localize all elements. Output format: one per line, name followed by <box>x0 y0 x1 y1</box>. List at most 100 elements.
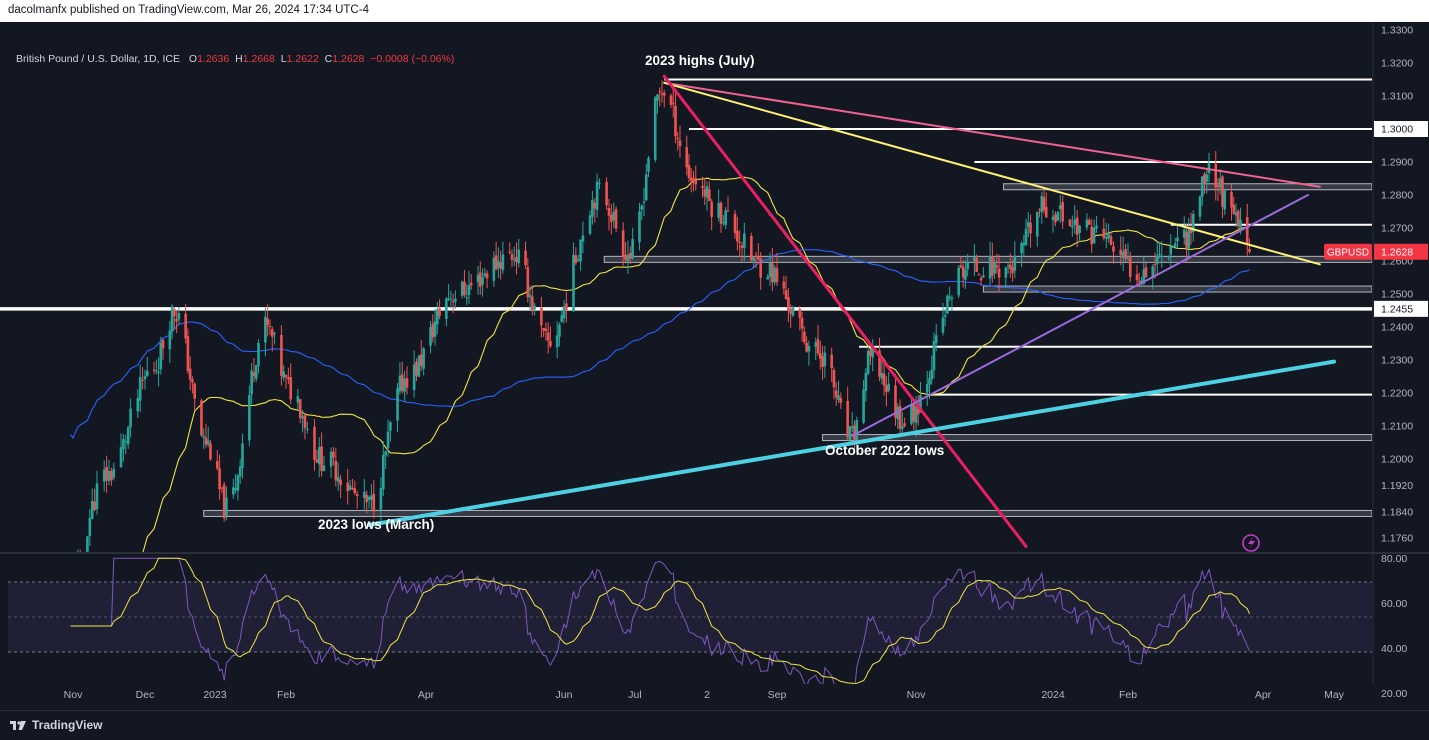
candle-body <box>433 321 437 337</box>
candle-body <box>766 277 769 280</box>
candle-body <box>105 467 108 481</box>
candle-body <box>1214 163 1218 188</box>
candle-body <box>733 213 737 234</box>
candle-body <box>143 376 147 380</box>
close-label: C <box>324 53 333 65</box>
candle-body <box>914 406 918 423</box>
candle-body <box>1090 226 1094 245</box>
candle-body <box>837 395 840 400</box>
candle-body <box>280 334 283 376</box>
candle-body <box>871 348 875 358</box>
candle-body <box>193 383 196 399</box>
candle-body <box>855 420 859 445</box>
candle-body <box>469 282 473 286</box>
candle-body <box>1020 243 1023 254</box>
candle-body <box>703 189 707 197</box>
support-resistance-zone <box>982 285 1372 293</box>
candle-body <box>932 341 936 371</box>
candle-body <box>405 378 409 388</box>
tradingview-logo[interactable]: TradingView <box>10 718 102 732</box>
publish-info: dacolmanfx published on TradingView.com,… <box>8 4 369 16</box>
candle-body <box>88 518 92 537</box>
time-tick-label: Nov <box>907 689 926 701</box>
candle-body <box>95 483 99 510</box>
candle-body <box>157 371 160 373</box>
candle-body <box>320 446 323 472</box>
time-axis[interactable]: Nov Dec 2023 Feb Apr Jun Jul 2 Sep Nov 2024 Feb Apr M… <box>64 689 1345 701</box>
candle-body <box>834 390 838 398</box>
candle-body <box>948 296 951 298</box>
candle-body <box>77 554 80 566</box>
chart-area[interactable]: 1.3300 1.3200 1.3100 1.3000 1.2900 1.2800 1.27… <box>0 22 1429 710</box>
candle-body <box>542 327 545 331</box>
candle-body <box>560 315 564 322</box>
candle-body <box>754 255 758 257</box>
time-tick-label: Jun <box>556 689 573 701</box>
candle-body <box>864 372 868 391</box>
candle-body <box>436 309 439 325</box>
candle-body <box>656 94 659 101</box>
candle-body <box>694 177 698 185</box>
rsi-axis[interactable]: 80.00 60.00 40.00 20.00 <box>1381 553 1407 700</box>
candle-body <box>846 400 849 438</box>
candle-body <box>510 254 514 260</box>
candle-body <box>365 494 368 502</box>
candle-body <box>152 369 156 371</box>
candle-body <box>86 536 89 552</box>
candle-body <box>1223 189 1227 210</box>
trendlines[interactable] <box>367 74 1336 548</box>
level-price-badge <box>1374 300 1428 317</box>
candle-body <box>791 307 795 316</box>
price-axis[interactable]: 1.3300 1.3200 1.3100 1.3000 1.2900 1.2800 1.27… <box>1381 25 1413 545</box>
candle-body <box>222 484 226 519</box>
candle-body <box>830 354 833 369</box>
price-tick-label: 1.2100 <box>1381 421 1413 433</box>
candle-body <box>122 439 125 450</box>
candle-body <box>467 285 471 296</box>
candle-body <box>386 431 390 449</box>
candle-body <box>934 335 938 344</box>
candle-body <box>234 487 237 491</box>
candle-body <box>946 295 949 314</box>
candle-body <box>775 268 779 283</box>
candle-body <box>787 297 790 311</box>
candle-body <box>941 317 945 333</box>
candle-body <box>549 341 552 347</box>
candle-body <box>188 368 192 380</box>
price-chart-svg[interactable]: 1.3300 1.3200 1.3100 1.3000 1.2900 1.2800 1.27… <box>0 22 1429 710</box>
candle-body <box>508 251 512 253</box>
candle-body <box>301 416 304 419</box>
candle-body <box>363 491 366 498</box>
moving-averages <box>70 176 1250 552</box>
candle-body <box>1234 212 1238 216</box>
candle-body <box>412 364 416 391</box>
candle-body <box>1006 265 1010 267</box>
level-price-badge <box>1374 121 1428 137</box>
candle-body <box>209 443 212 460</box>
candle-body <box>882 373 886 386</box>
lightning-icon[interactable] <box>1242 534 1260 552</box>
footer-bar: TradingView <box>0 710 1429 740</box>
candle-body <box>928 378 931 385</box>
candle-body <box>719 202 723 224</box>
candle-body <box>499 262 502 269</box>
candle-body <box>1121 251 1125 258</box>
candle-body <box>317 447 321 465</box>
candle-body <box>982 275 985 278</box>
candle-body <box>204 437 208 445</box>
candle-body <box>975 258 978 272</box>
candle-body <box>1200 176 1204 197</box>
candle-body <box>102 469 106 482</box>
candle-body <box>621 230 625 257</box>
candle-body <box>866 350 870 374</box>
candle-body <box>1151 266 1155 277</box>
rsi-signal-line <box>70 557 1250 684</box>
candle-body <box>614 209 618 229</box>
rsi-line <box>70 557 1250 684</box>
candle-body <box>1142 269 1146 284</box>
candle-body <box>483 273 487 277</box>
candle-body <box>579 239 582 262</box>
candle-body <box>1051 216 1055 220</box>
candle-body <box>595 181 599 210</box>
candle-body <box>916 404 920 415</box>
